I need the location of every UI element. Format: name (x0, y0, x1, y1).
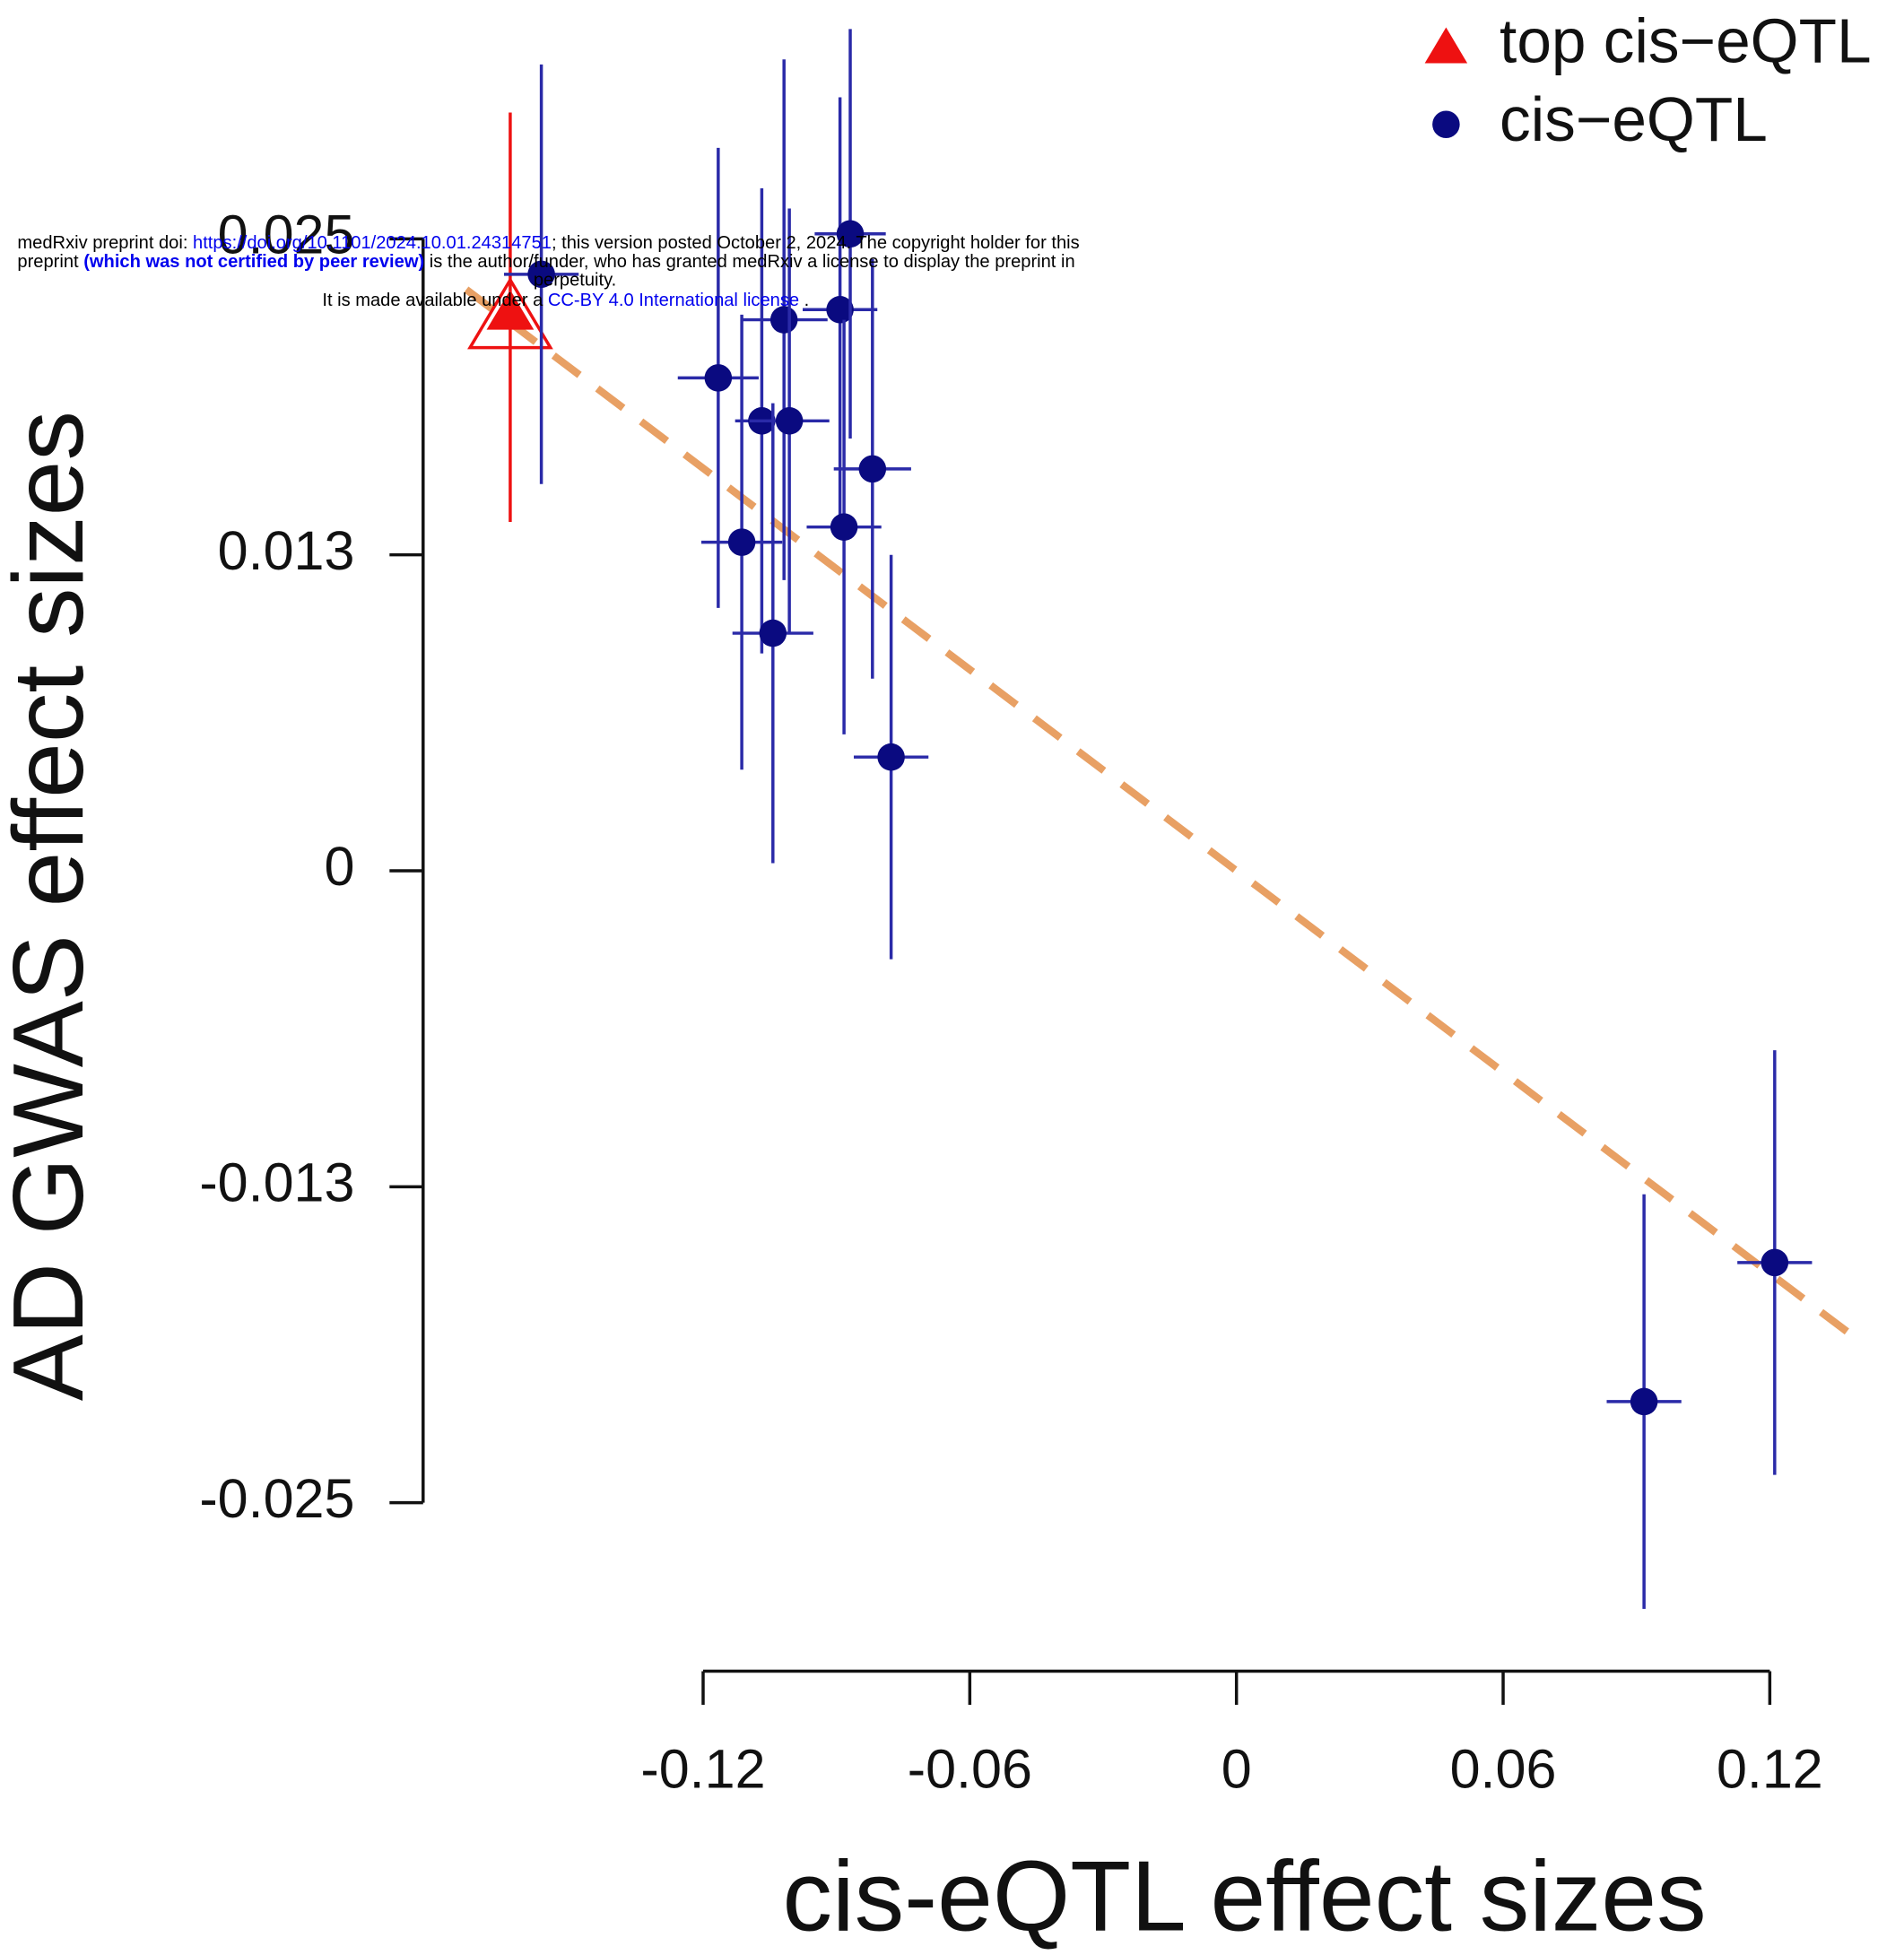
watermark-text: . (799, 291, 809, 310)
point (486, 290, 535, 330)
x-tick-label: 0.06 (1450, 1738, 1557, 1799)
legend-label: cis−eQTL (1500, 84, 1768, 154)
x-tick-label: -0.06 (908, 1738, 1032, 1799)
legend-marker (1432, 110, 1460, 139)
point-outline (467, 276, 553, 350)
watermark-text: ; this version posted October 2, 2024. T… (552, 233, 1080, 253)
y-tick-label: -0.025 (199, 1468, 354, 1529)
plot: cis-eQTL effect sizes AD GWAS effect siz… (0, 6, 1872, 1952)
watermark-line: perpetuity. (534, 271, 616, 291)
watermark-text: (which was not certified by peer review) (83, 252, 424, 272)
y-tick-label: -0.013 (199, 1151, 354, 1212)
y-tick-label: 0.013 (218, 520, 355, 581)
watermark-text: preprint (17, 252, 83, 272)
point (1761, 1248, 1789, 1277)
y-axis-label: AD GWAS effect sizes (0, 411, 104, 1401)
fit-line (464, 286, 1852, 1337)
watermark-line: medRxiv preprint doi: https://doi.org/10… (17, 233, 1079, 253)
watermark-text: perpetuity. (534, 271, 616, 291)
y-tick-label: 0.025 (218, 204, 355, 265)
y-tick-label: 0 (325, 836, 355, 897)
point (775, 407, 804, 435)
watermark-text: It is made available under a (322, 291, 548, 310)
point (877, 743, 905, 771)
point (830, 513, 858, 541)
legend-marker (1424, 27, 1468, 64)
watermark-line: It is made available under a CC-BY 4.0 I… (322, 291, 809, 310)
x-tick-label: -0.12 (640, 1738, 765, 1799)
point (727, 528, 756, 556)
point (527, 260, 555, 289)
x-tick-label: 0.12 (1717, 1738, 1823, 1799)
point (858, 455, 887, 483)
x-axis-label: cis-eQTL effect sizes (783, 1840, 1707, 1951)
point (759, 619, 787, 647)
x-tick-label: 0 (1222, 1738, 1252, 1799)
watermark-text: is the author/funder, who has granted me… (424, 252, 1074, 272)
point (1630, 1387, 1658, 1416)
watermark-line: preprint (which was not certified by pee… (17, 252, 1074, 272)
watermark-text: medRxiv preprint doi: (17, 233, 193, 253)
point (836, 220, 865, 248)
point (704, 364, 733, 392)
legend-label: top cis−eQTL (1500, 6, 1872, 76)
point (826, 296, 854, 324)
watermark-text: CC-BY 4.0 International license (548, 291, 799, 310)
watermark-text: https://doi.org/10.1101/2024.10.01.24314… (193, 233, 552, 253)
